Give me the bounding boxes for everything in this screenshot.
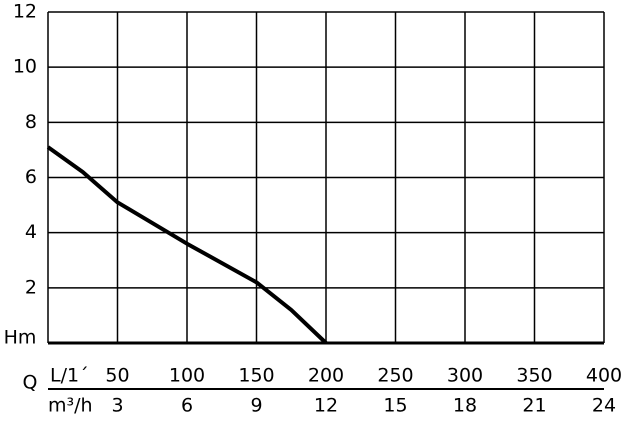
x-axis-label: L/1´ [50,365,89,387]
curve [46,145,328,345]
y-tick-label: 8 [25,111,37,133]
x-tick-label: 200 [308,365,344,387]
x2-tick-label: 24 [592,395,616,417]
x-tick-label: 150 [238,365,274,387]
x2-tick-label: 15 [383,395,407,417]
x2-tick-label: 9 [250,395,262,417]
x-axis-letter: Q [23,372,38,394]
x-tick-label: 250 [377,365,413,387]
x2-tick-label: 18 [453,395,477,417]
x2-tick-label: 3 [111,395,123,417]
y-axis-label: Hm [4,327,37,349]
y-tick-label: 6 [25,166,37,188]
x-tick-label: 400 [586,365,622,387]
y-tick-label: 4 [25,221,37,243]
x2-tick-label: 21 [522,395,546,417]
x-tick-label: 50 [105,365,129,387]
x-tick-label: 100 [169,365,205,387]
x-tick-label: 350 [516,365,552,387]
x2-tick-label: 12 [314,395,338,417]
y-tick-label: 12 [13,1,37,23]
y-tick-label: 2 [25,276,37,298]
x2-tick-label: 6 [181,395,193,417]
x-tick-label: 300 [447,365,483,387]
x2-axis-label: m³/h [48,395,93,417]
y-tick-label: 10 [13,56,37,78]
